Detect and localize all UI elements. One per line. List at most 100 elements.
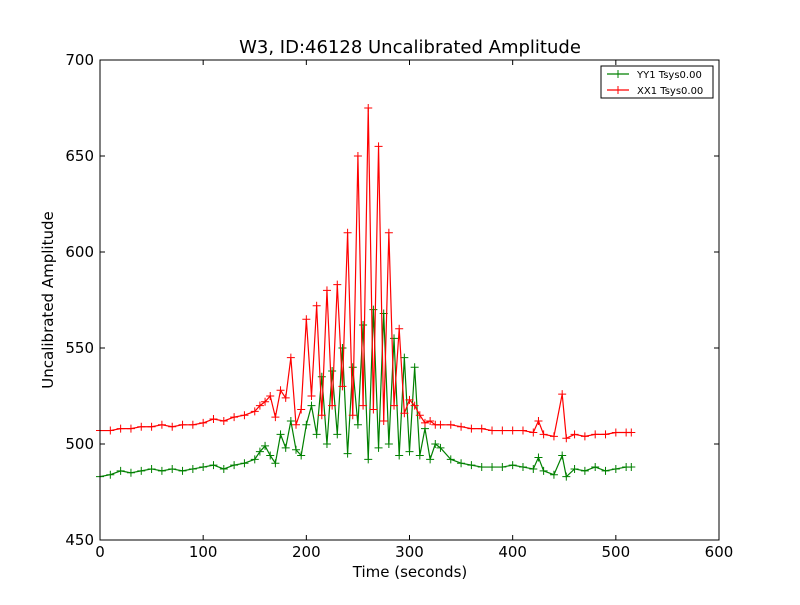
data-point bbox=[157, 466, 166, 475]
data-point bbox=[281, 393, 290, 402]
data-point bbox=[338, 344, 347, 352]
data-point bbox=[369, 405, 378, 414]
data-point bbox=[436, 420, 445, 429]
data-point bbox=[580, 466, 589, 475]
series-0 bbox=[96, 305, 636, 481]
data-point bbox=[420, 418, 429, 427]
data-point bbox=[266, 451, 275, 460]
data-point bbox=[137, 422, 146, 431]
data-point bbox=[390, 401, 399, 410]
x-tick-label: 400 bbox=[498, 543, 527, 561]
data-point bbox=[333, 430, 342, 439]
data-point bbox=[405, 447, 414, 456]
data-point bbox=[137, 466, 146, 475]
data-point bbox=[116, 466, 125, 475]
data-point bbox=[271, 459, 280, 468]
data-point bbox=[178, 466, 187, 475]
data-point bbox=[627, 428, 636, 437]
data-point bbox=[457, 459, 466, 468]
x-axis-label: Time (seconds) bbox=[352, 563, 468, 581]
data-point bbox=[240, 411, 249, 420]
data-point bbox=[359, 401, 368, 410]
data-point bbox=[188, 464, 197, 473]
x-tick-label: 600 bbox=[705, 543, 734, 561]
data-point bbox=[364, 455, 373, 464]
data-point bbox=[359, 320, 368, 329]
data-point bbox=[374, 142, 383, 151]
data-point bbox=[317, 411, 326, 420]
data-point bbox=[369, 305, 378, 314]
data-point bbox=[276, 430, 285, 439]
data-point bbox=[157, 420, 166, 429]
data-point bbox=[312, 430, 321, 439]
x-tick-label: 500 bbox=[602, 543, 631, 561]
axes: 0 100 200 300 400 500 600 450 500 550 600 650 700 bbox=[65, 51, 733, 561]
data-point bbox=[570, 464, 579, 473]
data-point bbox=[106, 426, 115, 435]
y-tick-label: 600 bbox=[65, 243, 94, 261]
data-point bbox=[338, 382, 347, 391]
data-point bbox=[529, 428, 538, 437]
legend-marker bbox=[614, 70, 622, 78]
data-point bbox=[508, 461, 517, 470]
data-point bbox=[266, 392, 275, 400]
data-point bbox=[230, 461, 239, 470]
data-point bbox=[591, 430, 600, 439]
data-point bbox=[199, 418, 208, 427]
data-point bbox=[219, 464, 228, 473]
data-point bbox=[276, 386, 285, 395]
data-point bbox=[322, 440, 331, 448]
data-point bbox=[410, 363, 419, 372]
data-point bbox=[317, 372, 326, 381]
y-tick-label: 700 bbox=[65, 51, 94, 69]
data-point bbox=[168, 422, 177, 431]
plot-area bbox=[96, 104, 636, 481]
data-point bbox=[281, 443, 290, 452]
data-point bbox=[255, 447, 264, 456]
data-point bbox=[307, 392, 316, 400]
data-point bbox=[343, 228, 352, 237]
data-point bbox=[116, 424, 125, 433]
data-point bbox=[199, 463, 208, 472]
x-tick-label: 0 bbox=[95, 543, 105, 561]
y-tick-label: 450 bbox=[65, 531, 94, 549]
data-point bbox=[498, 426, 507, 435]
data-point bbox=[106, 470, 115, 479]
data-point bbox=[353, 152, 362, 160]
data-point bbox=[467, 461, 476, 470]
y-tick-label: 500 bbox=[65, 435, 94, 453]
data-point bbox=[477, 463, 486, 472]
data-point bbox=[312, 301, 321, 310]
data-point bbox=[328, 401, 337, 410]
x-tick-label: 300 bbox=[395, 543, 424, 561]
data-point bbox=[601, 466, 610, 475]
data-point bbox=[426, 416, 435, 425]
data-point bbox=[539, 430, 548, 439]
data-point bbox=[322, 286, 331, 295]
data-point bbox=[400, 353, 409, 362]
data-point bbox=[168, 464, 177, 473]
data-point bbox=[348, 363, 357, 372]
data-point bbox=[178, 420, 187, 429]
chart-title: W3, ID:46128 Uncalibrated Amplitude bbox=[239, 37, 581, 58]
data-point bbox=[374, 443, 383, 452]
data-point bbox=[209, 415, 218, 424]
data-point bbox=[529, 464, 538, 473]
data-point bbox=[446, 455, 455, 464]
data-point bbox=[549, 470, 558, 479]
data-point bbox=[477, 424, 486, 433]
data-point bbox=[400, 409, 409, 418]
data-point bbox=[415, 411, 424, 420]
y-axis-label: Uncalibrated Amplitude bbox=[39, 211, 57, 388]
data-point bbox=[261, 397, 270, 406]
data-point bbox=[410, 401, 419, 410]
data-point bbox=[297, 451, 306, 460]
data-point bbox=[518, 463, 527, 472]
data-point bbox=[209, 461, 218, 470]
data-point bbox=[261, 441, 270, 450]
data-point bbox=[250, 407, 259, 416]
legend-marker bbox=[614, 86, 622, 94]
data-point bbox=[562, 434, 571, 443]
data-point bbox=[627, 463, 636, 472]
